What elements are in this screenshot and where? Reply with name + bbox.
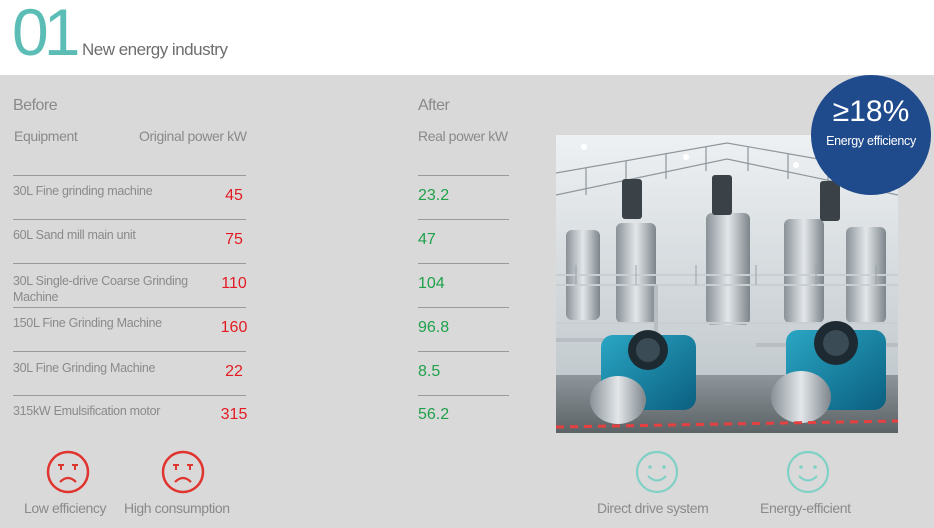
header: 01 New energy industry [0,0,934,75]
real-power-value: 8.5 [418,363,441,380]
efficiency-label: Energy efficiency [826,134,916,148]
row-divider [13,395,246,396]
equipment-name: 30L Fine Grinding Machine [13,361,156,375]
section-title: New energy industry [82,40,228,59]
original-power-value: 22 [225,363,243,380]
row-divider [13,219,246,220]
sad-face-icon [46,450,90,494]
row-divider [418,263,509,264]
low-efficiency-label: Low efficiency [24,500,107,516]
real-power-value: 104 [418,275,445,292]
energy-efficient-label: Energy-efficient [760,500,851,516]
factory-photo-illustration [556,135,898,433]
real-power-value: 47 [418,231,436,248]
equipment-name: 30L Fine grinding machine [13,184,153,198]
original-power-value: 110 [221,275,247,292]
section-number: 01 [12,0,80,69]
high-consumption-label: High consumption [124,500,230,516]
real-power-value: 56.2 [418,406,450,423]
original-power-value: 45 [225,187,243,204]
before-heading: Before [13,97,58,114]
real-power-value: 23.2 [418,187,450,204]
energy-efficiency-badge: ≥18% Energy efficiency [811,75,931,195]
row-divider [418,395,509,396]
smile-face-icon [786,450,830,494]
equipment-name: 60L Sand mill main unit [13,228,136,242]
row-divider [418,219,509,220]
row-divider [13,175,246,176]
efficiency-value: ≥18% [832,95,910,128]
real-power-column-header: Real power kW [418,128,508,144]
original-power-value: 75 [225,231,243,248]
sad-face-icon [161,450,205,494]
equipment-column-header: Equipment [14,128,78,144]
original-power-value: 160 [220,319,248,336]
equipment-name: 150L Fine Grinding Machine [13,316,162,330]
original-power-value: 315 [220,406,248,423]
row-divider [13,351,246,352]
real-power-value: 96.8 [418,319,450,336]
row-divider [418,175,509,176]
direct-drive-system-label: Direct drive system [597,500,709,516]
original-power-column-header: Original power kW [139,128,247,144]
row-divider [13,307,246,308]
row-divider [418,351,509,352]
smile-face-icon [635,450,679,494]
equipment-name: 315kW Emulsification motor [13,404,161,418]
after-heading: After [418,97,450,114]
equipment-name: 30L Single-drive Coarse Grinding Machine [13,274,188,304]
row-divider [13,263,246,264]
row-divider [418,307,509,308]
